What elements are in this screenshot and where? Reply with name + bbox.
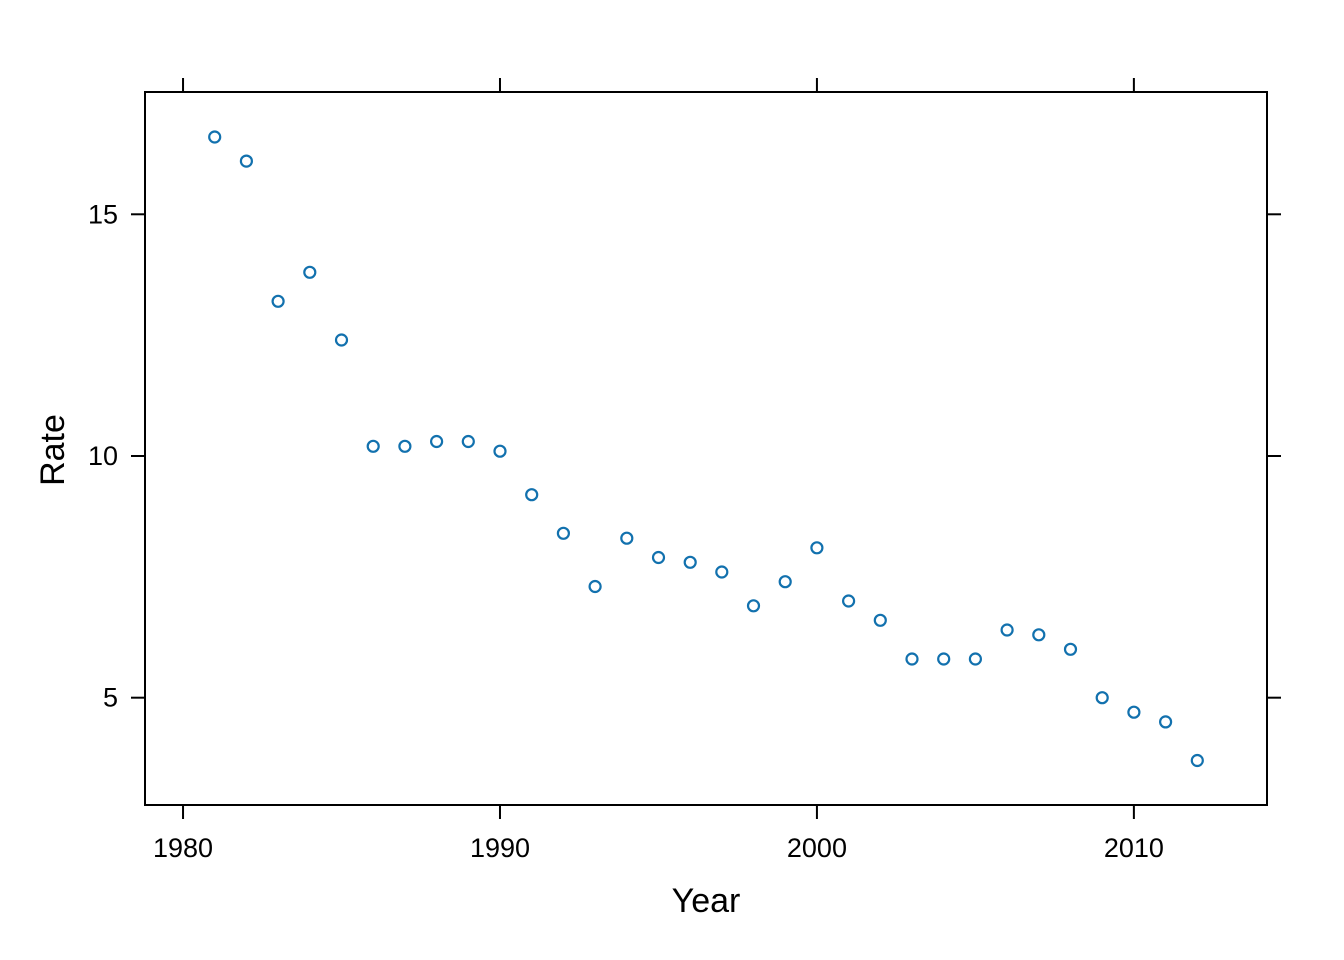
data-point [620,531,634,545]
data-point [1127,705,1141,719]
data-point [493,444,507,458]
data-point [334,333,349,347]
x-tick-label: 2010 [1104,833,1164,863]
x-axis-title: Year [672,882,741,920]
x-tick-label: 1980 [153,833,213,863]
data-point [271,294,285,308]
data-point [905,652,919,666]
data-point [588,579,602,594]
y-tick-label: 5 [103,683,118,713]
data-point [430,434,444,449]
axis-ticks [131,78,1281,819]
data-point [525,488,539,502]
data-point [651,550,666,565]
data-point [1063,642,1078,656]
data-point [937,652,951,666]
data-point [968,652,983,666]
data-point [556,526,571,540]
data-point [1190,753,1204,768]
data-point [873,613,887,627]
data-point [1158,715,1173,729]
data-point [841,594,856,608]
data-point [1032,628,1046,642]
data-points [208,130,1204,768]
data-point [1000,623,1014,637]
data-point [683,555,697,569]
data-point [303,265,317,279]
data-point [715,565,729,579]
axis-tick-labels: 1980 1990 2000 2010 5 10 15 [88,199,1164,863]
data-point [208,130,222,144]
data-point [810,541,824,555]
data-point [778,575,792,589]
x-tick-label: 2000 [787,833,847,863]
x-tick-label: 1990 [470,833,530,863]
data-point [366,439,380,453]
data-point [746,599,761,613]
y-tick-label: 10 [88,441,118,471]
data-point [398,439,412,453]
plot-border [144,91,1268,806]
y-axis-title: Rate [34,414,72,486]
y-tick-label: 15 [88,199,118,229]
data-point [239,154,253,168]
data-point [1095,691,1109,705]
data-point [461,434,475,449]
